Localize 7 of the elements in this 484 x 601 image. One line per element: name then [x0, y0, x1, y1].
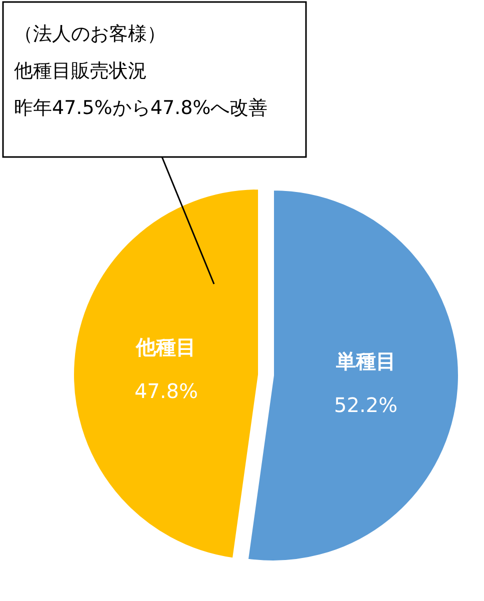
text: 他種目販売状況 — [14, 60, 147, 82]
text: 昨年47.5%から47.8%へ改善 — [14, 97, 268, 119]
data-label: 52.2% — [334, 392, 398, 417]
slice-label: 他種目 — [135, 335, 196, 360]
data-label: 47.8% — [134, 379, 198, 404]
slice-label: 単種目 — [334, 348, 396, 373]
text: （法人のお客様） — [14, 23, 166, 45]
